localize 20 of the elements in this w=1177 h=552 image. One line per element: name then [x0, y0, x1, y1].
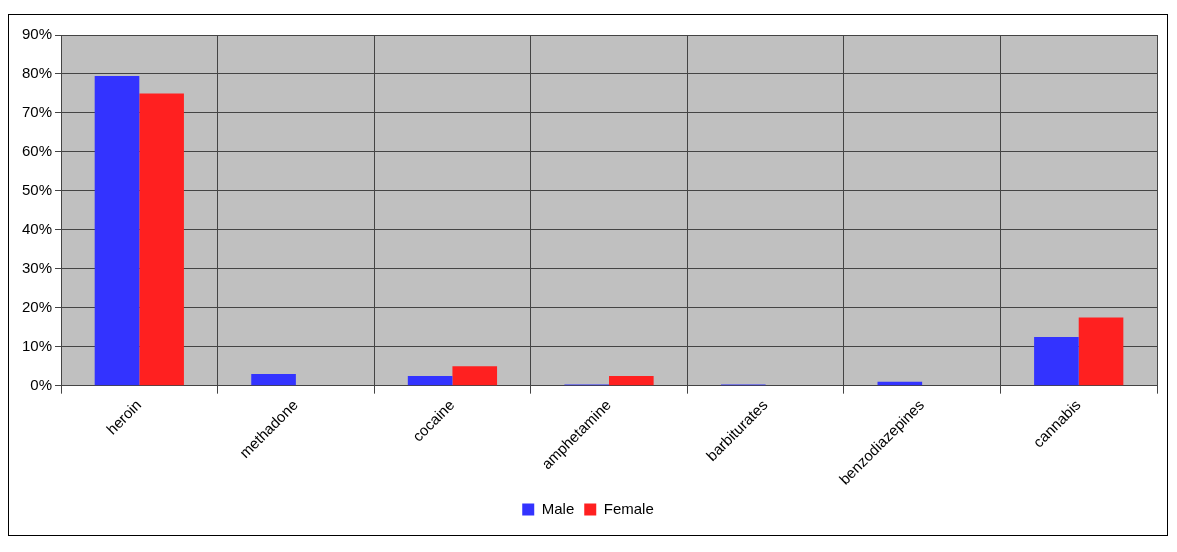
bar: [94, 75, 140, 386]
bar: [452, 366, 498, 386]
bar: [139, 93, 184, 386]
y-tick-label: 60%: [21, 142, 53, 160]
y-tick-label: 50%: [21, 180, 53, 198]
bar: [1078, 317, 1124, 386]
bar: [407, 375, 453, 386]
y-tick-label: 40%: [21, 219, 53, 237]
y-tick-label: 70%: [21, 103, 53, 121]
legend-label: Male: [541, 499, 575, 517]
legend-label: Female: [603, 499, 654, 517]
y-tick-label: 90%: [21, 25, 53, 43]
y-tick-label: 0%: [30, 375, 53, 393]
bar: [609, 375, 654, 386]
y-tick-label: 30%: [21, 258, 53, 276]
bar: [1034, 336, 1079, 386]
bar: [251, 373, 296, 386]
y-tick-label: 10%: [21, 336, 53, 354]
y-tick-label: 20%: [21, 297, 53, 315]
y-tick-label: 80%: [21, 64, 53, 82]
